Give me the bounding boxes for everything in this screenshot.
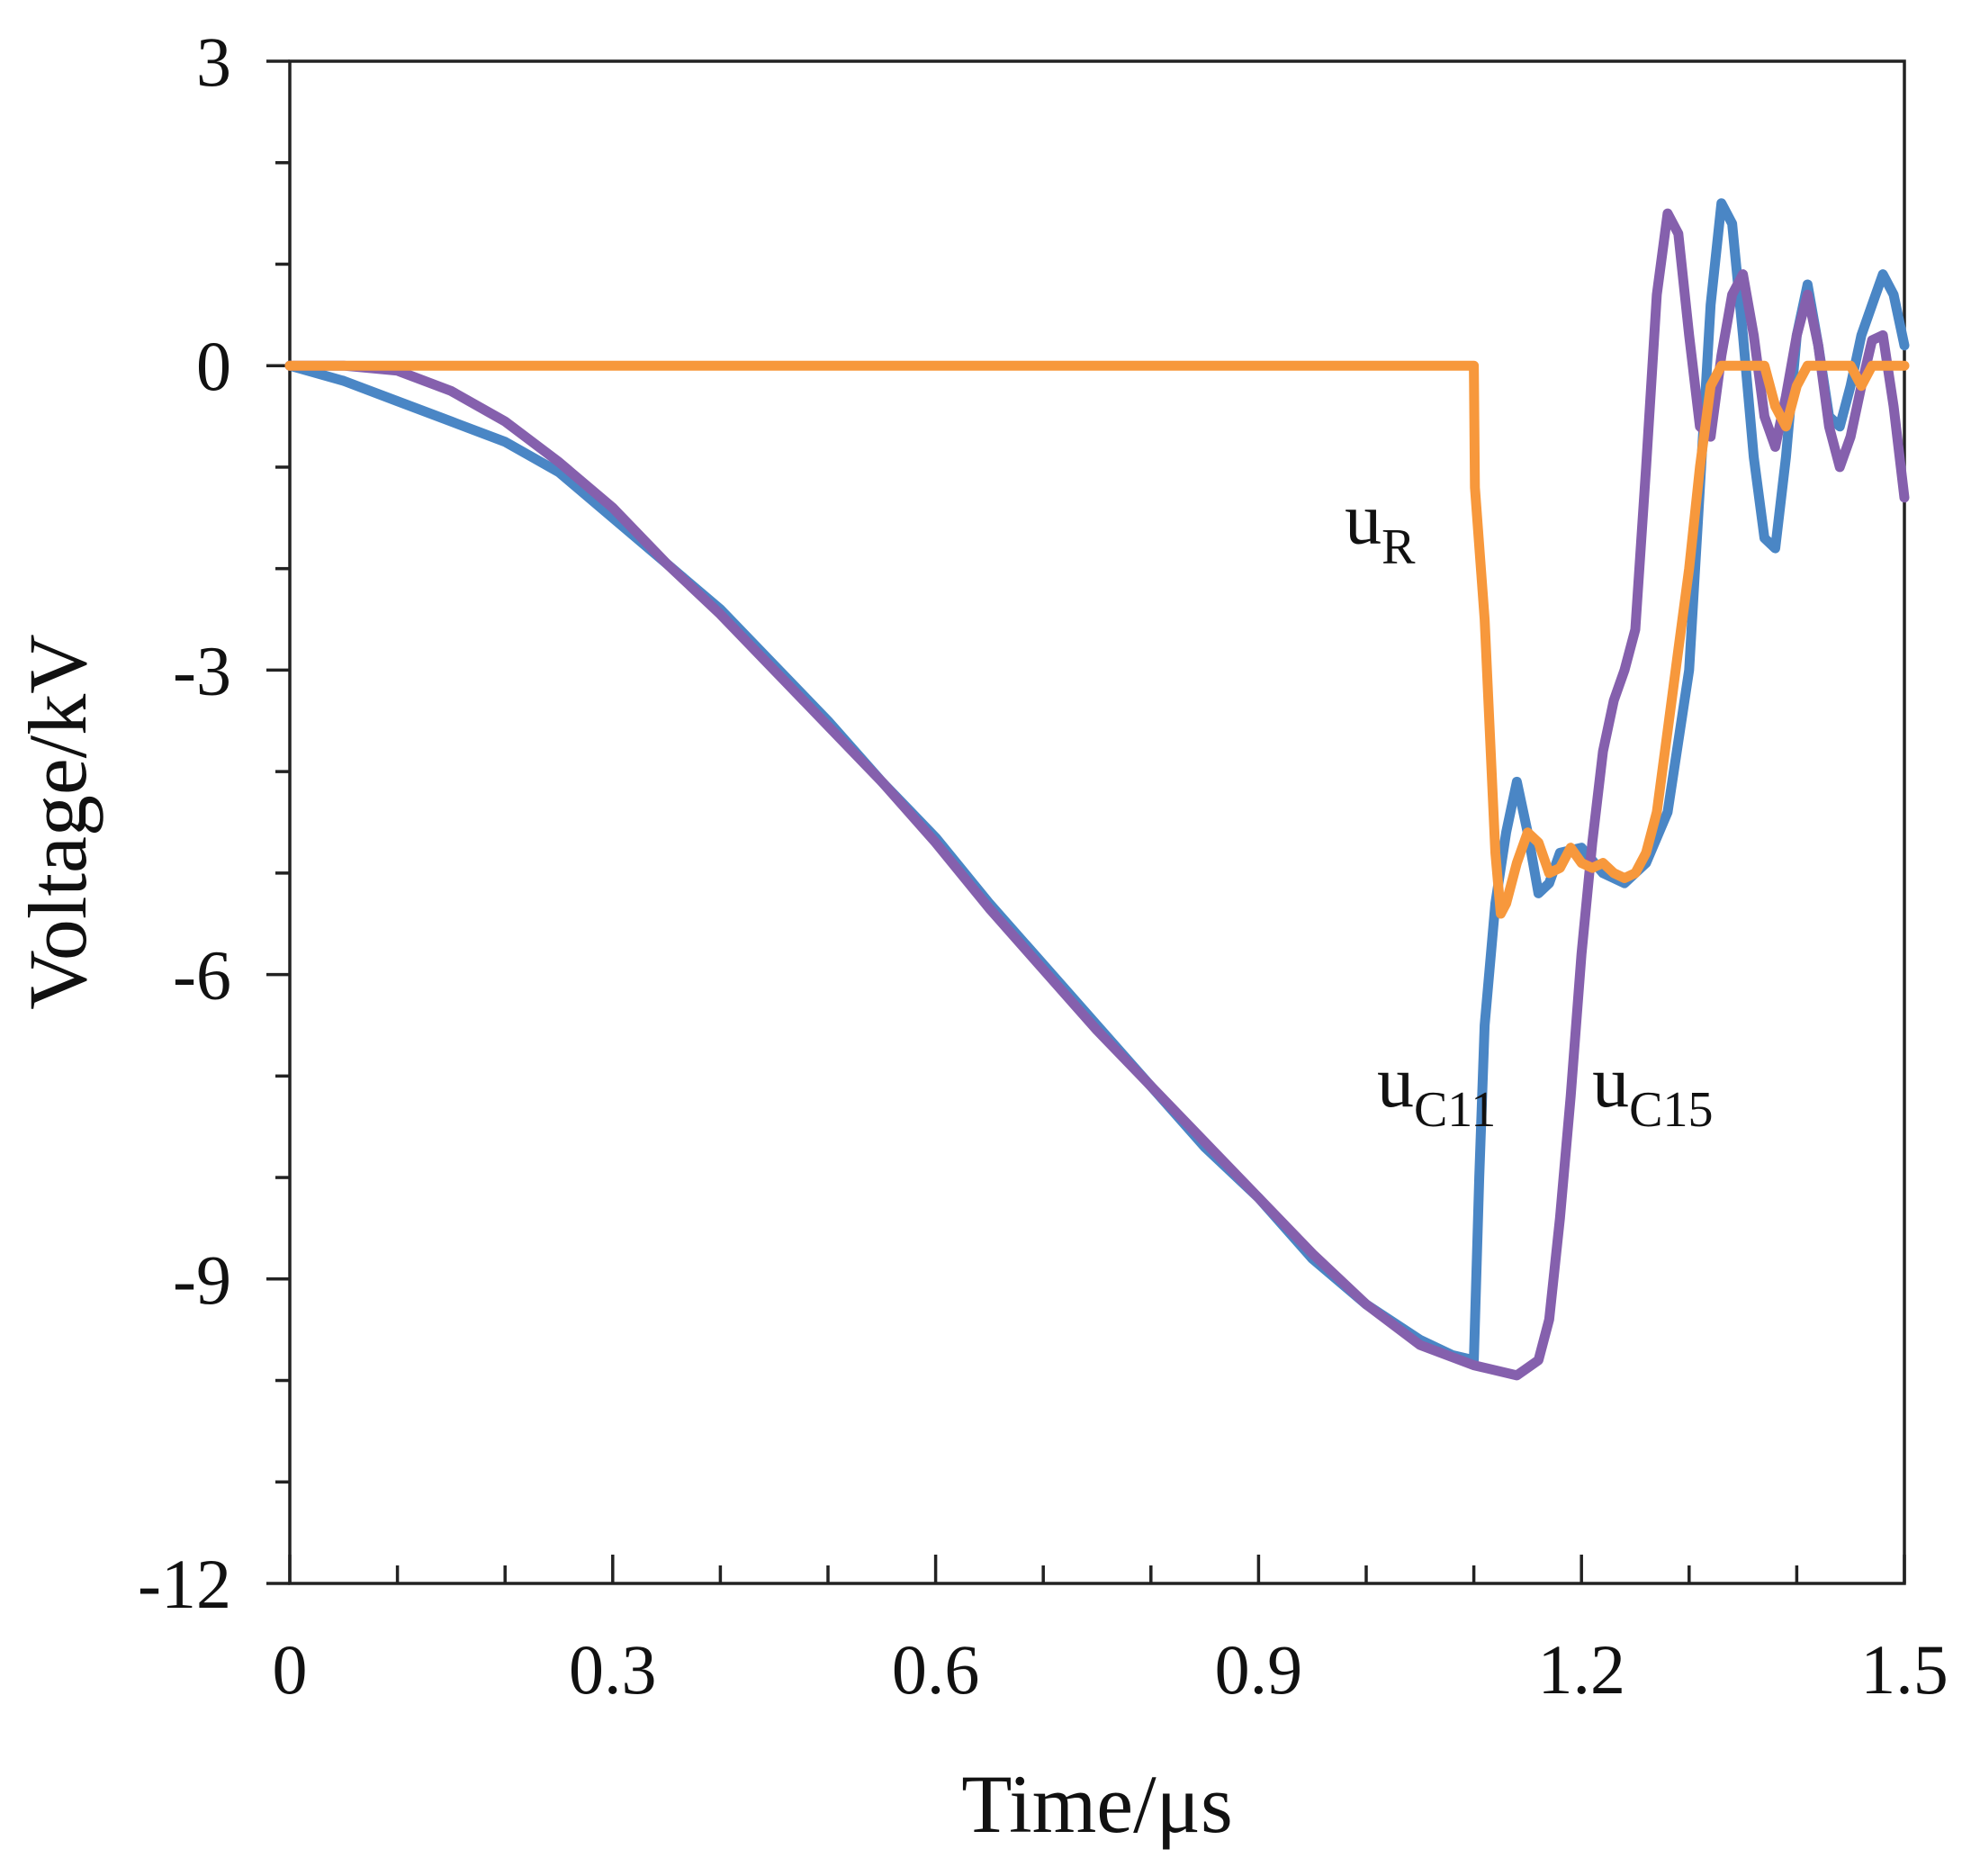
series-lines — [284, 198, 1910, 1381]
x-tick-label: 1.2 — [1537, 1630, 1625, 1709]
x-tick-label: 0 — [273, 1630, 308, 1709]
plot-area-frame — [288, 59, 1906, 1585]
x-axis-title: Time/μs — [961, 1758, 1233, 1850]
y-tick-label: -3 — [173, 631, 231, 709]
y-tick-label: -9 — [173, 1240, 231, 1319]
y-tick-label: -6 — [173, 936, 231, 1015]
series-line-uC15 — [284, 208, 1910, 1381]
x-tick-label: 0.9 — [1215, 1630, 1303, 1709]
y-tick-label: -12 — [138, 1545, 231, 1623]
axis-ticks — [266, 59, 1906, 1585]
x-tick-label: 0.3 — [569, 1630, 657, 1709]
x-tick-label: 1.5 — [1860, 1630, 1948, 1709]
series-line-uR — [284, 360, 1910, 919]
y-tick-label: 0 — [196, 327, 231, 405]
series-label-uC15: uC15 — [1592, 1041, 1713, 1138]
series-label-sub: C15 — [1629, 1082, 1713, 1138]
series-label-main: u — [1377, 1041, 1414, 1123]
series-label-sub: C11 — [1414, 1082, 1496, 1138]
series-label-main: u — [1345, 477, 1382, 559]
x-tick-label: 0.6 — [892, 1630, 980, 1709]
axis-tick-labels: 0 0.3 0.6 0.9 1.2 1.5 3 0 -3 -6 -9 -12 — [138, 23, 1948, 1709]
series-label-uR: uR — [1345, 477, 1416, 574]
series-label-uC11: uC11 — [1377, 1041, 1496, 1138]
series-label-sub: R — [1382, 519, 1416, 574]
y-tick-label: 3 — [196, 23, 231, 101]
series-label-main: u — [1592, 1041, 1629, 1123]
y-axis-title: Voltage/kV — [12, 634, 104, 1009]
